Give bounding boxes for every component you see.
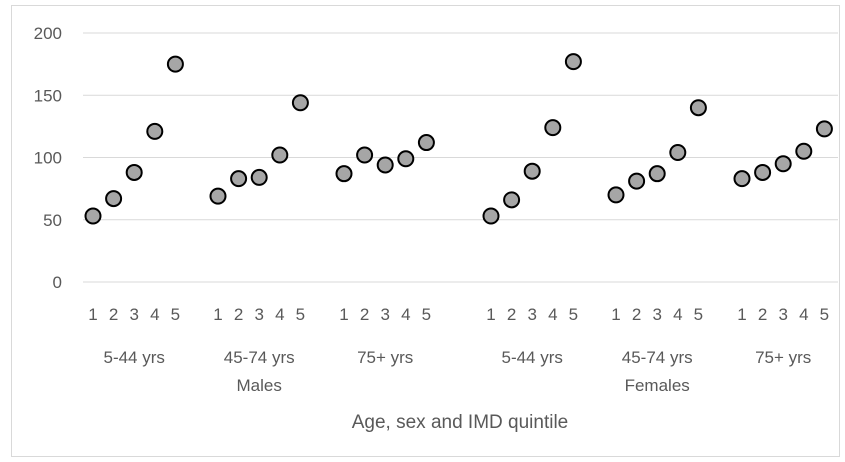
data-point: [503, 191, 521, 209]
data-point: [271, 146, 289, 164]
data-point: [250, 168, 268, 186]
x-tick-label: 2: [632, 305, 641, 324]
data-point: [125, 163, 143, 181]
data-point: [733, 170, 751, 188]
x-tick-label: 4: [150, 305, 159, 324]
chart-frame: [11, 5, 840, 457]
age-group-labels: 5-44 yrs 45-74 yrs 75+ yrs 5-44 yrs 45-74 yr…: [103, 348, 811, 367]
age-group-label: 45-74 yrs: [622, 348, 693, 367]
gridlines: [83, 32, 838, 283]
data-point: [795, 142, 813, 160]
age-group-label: 75+ yrs: [357, 348, 413, 367]
x-tick-label: 3: [254, 305, 263, 324]
x-tick-label: 1: [213, 305, 222, 324]
x-tick-label: 4: [401, 305, 410, 324]
data-point: [105, 190, 123, 208]
x-tick-label: 5: [422, 305, 431, 324]
data-point: [523, 162, 541, 180]
x-axis-title: Age, sex and IMD quintile: [352, 412, 569, 433]
x-tick-label: 5: [694, 305, 703, 324]
data-point: [564, 53, 582, 71]
data-point: [335, 165, 353, 183]
data-point: [482, 207, 500, 225]
x-tick-label: 4: [275, 305, 284, 324]
data-point: [166, 55, 184, 73]
x-tick-label: 2: [507, 305, 516, 324]
data-point: [356, 146, 374, 164]
data-point: [754, 163, 772, 181]
x-tick-label: 2: [758, 305, 767, 324]
x-tick-label: 5: [296, 305, 305, 324]
age-group-label: 5-44 yrs: [103, 348, 164, 367]
data-point: [689, 99, 707, 117]
data-point: [669, 144, 687, 162]
x-tick-label: 5: [569, 305, 578, 324]
data-point: [648, 165, 666, 183]
data-point: [774, 155, 792, 173]
y-tick-label: 100: [34, 149, 62, 168]
data-point: [209, 187, 227, 205]
age-group-label: 45-74 yrs: [224, 348, 295, 367]
x-tick-label: 1: [88, 305, 97, 324]
data-point: [376, 156, 394, 174]
sex-group-labels: Males Females: [237, 376, 690, 395]
data-point: [417, 134, 435, 152]
data-point: [397, 150, 415, 168]
y-axis-tick-labels: 0 50 100 150 200: [34, 24, 62, 292]
x-tick-label: 5: [820, 305, 829, 324]
x-tick-label: 5: [171, 305, 180, 324]
data-point: [230, 170, 248, 188]
x-tick-label: 4: [673, 305, 682, 324]
x-tick-label: 1: [486, 305, 495, 324]
x-tick-label: 4: [799, 305, 808, 324]
x-tick-label: 1: [737, 305, 746, 324]
y-tick-label: 200: [34, 24, 62, 43]
x-tick-label: 1: [611, 305, 620, 324]
y-tick-label: 150: [34, 86, 62, 105]
data-point: [291, 94, 309, 112]
x-tick-label: 2: [234, 305, 243, 324]
data-point: [544, 119, 562, 137]
data-point: [607, 186, 625, 204]
y-tick-label: 50: [43, 211, 62, 230]
data-point: [628, 172, 646, 190]
data-point: [815, 120, 833, 138]
y-tick-label: 0: [53, 273, 62, 292]
x-tick-label: 3: [778, 305, 787, 324]
x-tick-label: 3: [380, 305, 389, 324]
x-tick-label: 4: [548, 305, 557, 324]
sex-group-label: Females: [625, 376, 690, 395]
x-tick-label: 1: [339, 305, 348, 324]
age-group-label: 75+ yrs: [755, 348, 811, 367]
data-points: [84, 53, 833, 225]
x-tick-label: 2: [109, 305, 118, 324]
x-tick-label: 3: [129, 305, 138, 324]
sex-group-label: Males: [237, 376, 282, 395]
age-group-label: 5-44 yrs: [501, 348, 562, 367]
data-point: [84, 207, 102, 225]
x-tick-label: 3: [527, 305, 536, 324]
x-tick-label: 2: [360, 305, 369, 324]
x-tick-label: 3: [652, 305, 661, 324]
data-point: [146, 122, 164, 140]
